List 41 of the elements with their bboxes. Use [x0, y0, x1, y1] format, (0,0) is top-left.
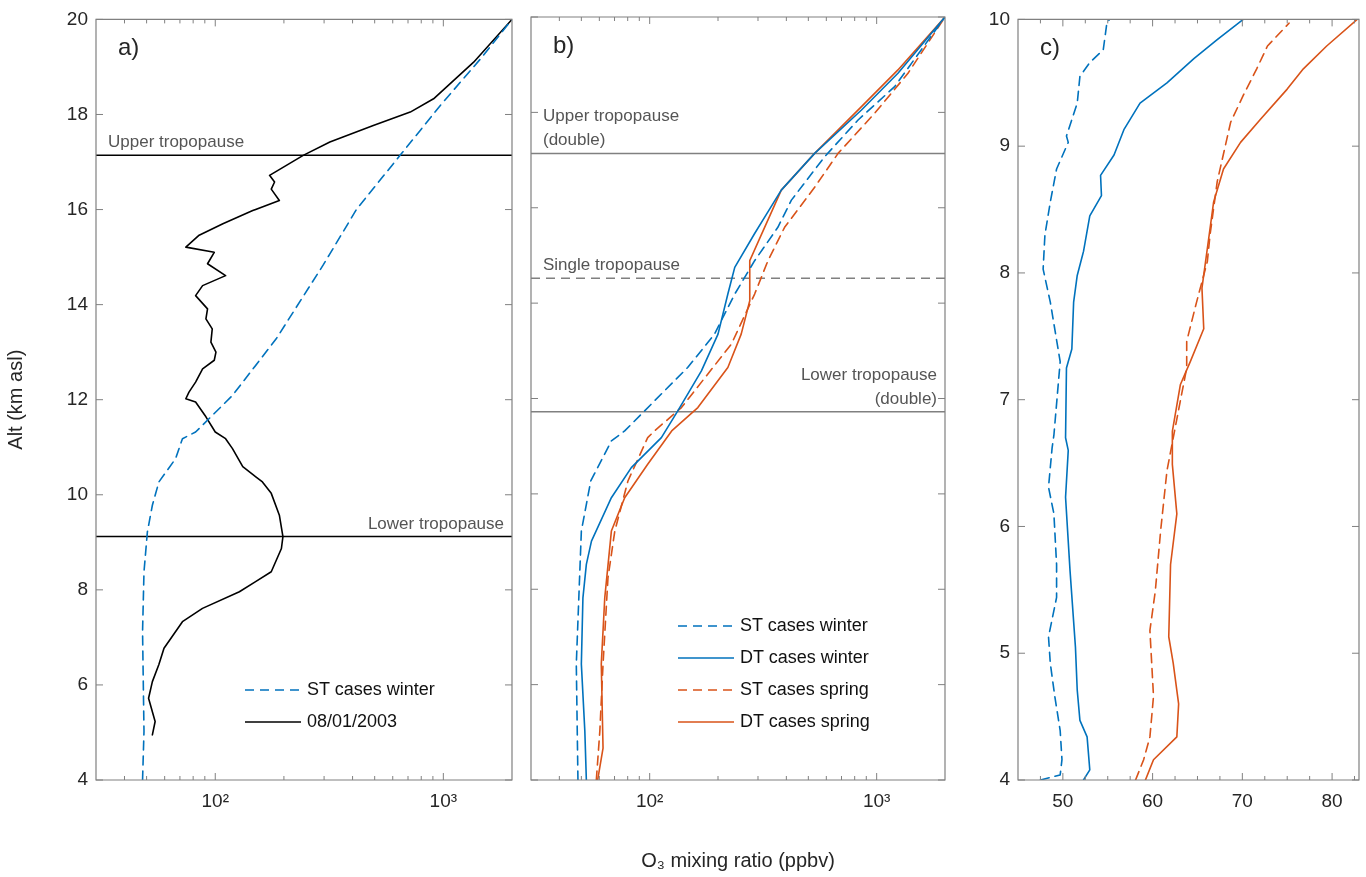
legend-label: DT cases spring	[740, 710, 870, 731]
ref-line-label: Single tropopause	[543, 255, 681, 275]
x-tick-label: 60	[1142, 789, 1164, 811]
ref-line-label: Upper tropopause	[108, 132, 245, 152]
x-tick-label: 80	[1321, 789, 1343, 811]
x-tick-label: 10²	[635, 789, 664, 811]
x-tick-label: 10²	[201, 789, 229, 811]
y-tick-label: 4	[77, 768, 89, 790]
legend-label: ST cases spring	[740, 678, 869, 699]
x-tick-label: 10³	[429, 789, 458, 811]
y-tick-label: 4	[999, 768, 1011, 790]
y-tick-label: 8	[999, 261, 1010, 283]
y-tick-label: 20	[66, 7, 88, 29]
y-tick-label: 16	[66, 197, 88, 219]
x-axis-title: O₃ mixing ratio (ppbv)	[641, 848, 835, 871]
y-tick-label: 14	[66, 292, 89, 314]
x-tick-label: 70	[1231, 789, 1253, 811]
y-tick-label: 7	[999, 387, 1010, 409]
x-tick-label: 10³	[862, 789, 891, 811]
legend-label: ST cases winter	[740, 614, 868, 635]
annotation: a)	[118, 33, 140, 61]
y-tick-label: 9	[999, 134, 1010, 156]
ref-line-label: Upper tropopause (double)	[543, 106, 680, 150]
y-axis-title: Alt (km asl)	[3, 349, 26, 450]
annotation: c)	[1040, 33, 1060, 61]
y-tick-label: 12	[66, 387, 88, 409]
legend-label: DT cases winter	[740, 646, 869, 667]
annotation: b)	[553, 31, 575, 58]
y-tick-label: 8	[77, 578, 88, 600]
y-tick-label: 18	[66, 102, 88, 124]
y-tick-label: 10	[988, 7, 1010, 29]
legend-label: 08/01/2003	[307, 710, 398, 731]
ref-line-label: Lower tropopause	[367, 513, 504, 533]
y-tick-label: 10	[66, 483, 88, 505]
x-tick-label: 50	[1052, 789, 1074, 811]
y-tick-label: 5	[999, 641, 1010, 663]
ref-line-label: Lower tropopause (double)	[800, 364, 937, 408]
line-series	[1039, 19, 1111, 780]
legend-label: ST cases winter	[307, 678, 435, 699]
y-tick-label: 6	[77, 673, 88, 695]
y-tick-label: 6	[999, 514, 1010, 536]
